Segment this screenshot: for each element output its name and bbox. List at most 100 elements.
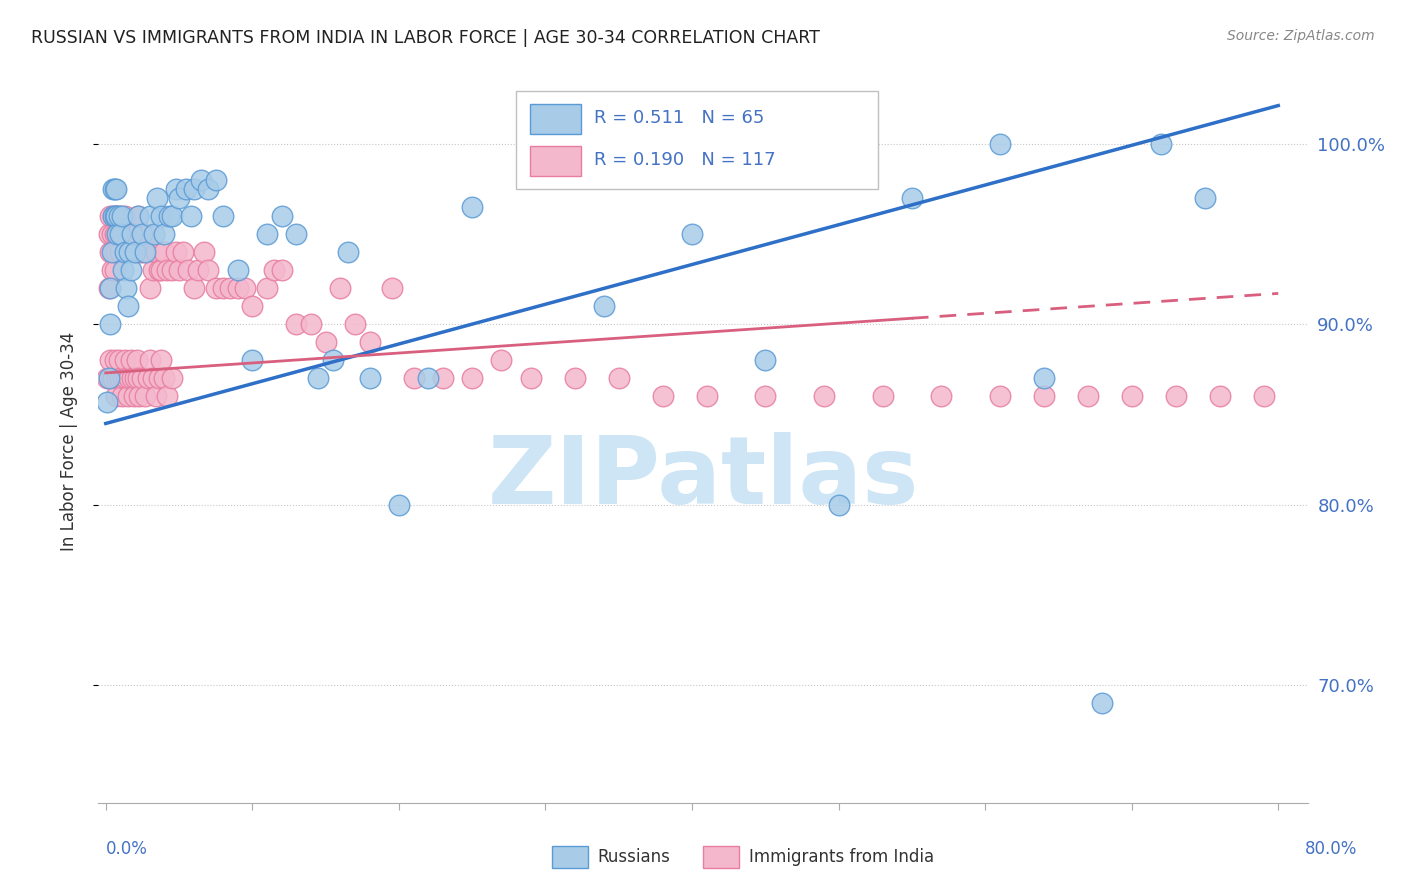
Point xyxy=(127,209,149,223)
Point xyxy=(101,244,124,259)
Point xyxy=(114,209,136,223)
Point xyxy=(96,394,118,409)
Point xyxy=(124,371,146,385)
Point xyxy=(110,244,132,259)
Point xyxy=(117,227,139,241)
Point xyxy=(219,281,242,295)
Point xyxy=(1150,136,1173,151)
Point xyxy=(138,281,160,295)
Point xyxy=(98,209,121,223)
Point xyxy=(97,227,120,241)
Point xyxy=(176,181,198,195)
Point xyxy=(402,371,425,385)
Point xyxy=(183,281,205,295)
FancyBboxPatch shape xyxy=(516,91,879,189)
Point xyxy=(98,244,121,259)
Point xyxy=(322,353,344,368)
Point xyxy=(204,281,226,295)
Point xyxy=(681,227,703,241)
Point xyxy=(754,353,776,368)
Point xyxy=(263,263,285,277)
Point xyxy=(142,371,165,385)
Text: Source: ZipAtlas.com: Source: ZipAtlas.com xyxy=(1227,29,1375,43)
Point xyxy=(1194,191,1216,205)
Point xyxy=(100,371,122,385)
Point xyxy=(183,181,205,195)
Text: 0.0%: 0.0% xyxy=(105,840,148,858)
Point xyxy=(388,498,411,512)
Point xyxy=(148,371,170,385)
Point xyxy=(131,227,153,241)
Point xyxy=(112,227,135,241)
Point xyxy=(111,209,134,223)
Point xyxy=(100,227,122,241)
Point xyxy=(190,172,212,186)
Point xyxy=(1091,697,1114,711)
Point xyxy=(813,389,835,403)
Point xyxy=(108,209,131,223)
Point xyxy=(153,227,176,241)
Point xyxy=(103,227,125,241)
Point xyxy=(153,371,176,385)
Point xyxy=(138,209,160,223)
Point xyxy=(1253,389,1275,403)
Point xyxy=(233,281,256,295)
Text: RUSSIAN VS IMMIGRANTS FROM INDIA IN LABOR FORCE | AGE 30-34 CORRELATION CHART: RUSSIAN VS IMMIGRANTS FROM INDIA IN LABO… xyxy=(31,29,820,46)
Point xyxy=(98,281,121,295)
Point xyxy=(256,227,278,241)
Point xyxy=(150,353,173,368)
Point xyxy=(165,244,187,259)
Point xyxy=(148,263,170,277)
Point xyxy=(120,227,142,241)
Point xyxy=(103,181,125,195)
Point xyxy=(115,371,138,385)
Point xyxy=(134,227,156,241)
Point xyxy=(110,371,132,385)
Point xyxy=(872,389,894,403)
Point xyxy=(197,263,219,277)
Point xyxy=(329,281,352,295)
Point xyxy=(988,389,1011,403)
Point xyxy=(827,498,849,512)
Point xyxy=(177,263,200,277)
Point xyxy=(1077,389,1099,403)
Point xyxy=(142,263,165,277)
Point xyxy=(285,227,308,241)
Point xyxy=(240,353,263,368)
Point xyxy=(105,209,128,223)
Point xyxy=(110,209,132,223)
Point xyxy=(1032,389,1054,403)
Point xyxy=(105,244,128,259)
Point xyxy=(101,371,124,385)
Point xyxy=(114,244,136,259)
Point xyxy=(103,209,125,223)
Point xyxy=(520,136,543,151)
Point xyxy=(125,227,148,241)
Point xyxy=(101,209,124,223)
Point xyxy=(520,371,543,385)
Point xyxy=(193,244,215,259)
Point xyxy=(134,389,156,403)
Point xyxy=(138,353,160,368)
Point xyxy=(901,191,924,205)
Point xyxy=(172,244,194,259)
Point xyxy=(121,371,143,385)
Point xyxy=(146,191,169,205)
Point xyxy=(1208,389,1230,403)
Point xyxy=(343,317,366,331)
Point xyxy=(212,281,235,295)
Point xyxy=(108,353,131,368)
Text: 80.0%: 80.0% xyxy=(1305,840,1357,858)
Point xyxy=(107,227,129,241)
Point xyxy=(108,227,131,241)
Point xyxy=(136,371,159,385)
Point xyxy=(212,209,235,223)
Point xyxy=(100,244,122,259)
Point xyxy=(121,227,143,241)
Bar xyxy=(551,847,588,868)
Point xyxy=(754,389,776,403)
Point xyxy=(156,389,179,403)
Point xyxy=(112,371,135,385)
Point xyxy=(315,335,337,350)
Point xyxy=(153,244,176,259)
